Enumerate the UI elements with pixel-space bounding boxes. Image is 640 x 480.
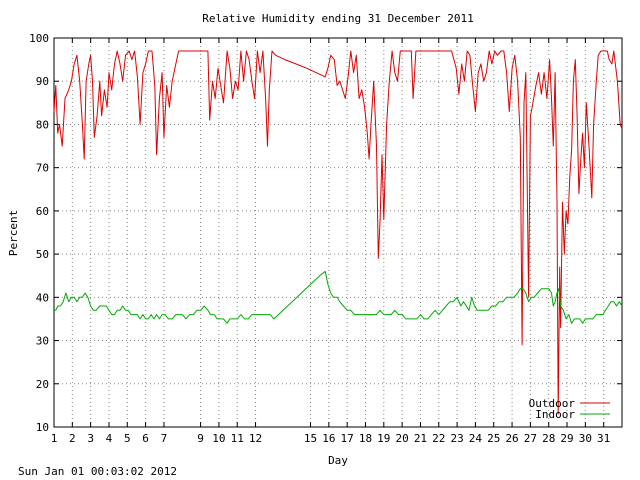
x-tick-label: 7 (161, 432, 168, 445)
x-tick-label: 4 (106, 432, 113, 445)
x-tick-label: 22 (432, 432, 445, 445)
x-tick-label: 6 (142, 432, 149, 445)
x-tick-label: 30 (579, 432, 592, 445)
y-axis-label: Percent (7, 210, 20, 256)
x-axis-label: Day (328, 454, 348, 467)
x-tick-label: 25 (487, 432, 500, 445)
footer-timestamp: Sun Jan 01 00:03:02 2012 (18, 465, 177, 478)
chart-title: Relative Humidity ending 31 December 201… (202, 12, 474, 25)
x-tick-label: 15 (304, 432, 317, 445)
legend-label-outdoor: Outdoor (529, 397, 576, 410)
y-tick-label: 100 (29, 32, 49, 45)
x-tick-label: 19 (377, 432, 390, 445)
series-line-outdoor (53, 50, 623, 415)
x-tick-label: 11 (231, 432, 244, 445)
x-tick-label: 27 (524, 432, 537, 445)
y-tick-label: 40 (36, 291, 49, 304)
x-tick-label: 31 (597, 432, 610, 445)
grid-layer (54, 38, 622, 427)
y-tick-label: 20 (36, 378, 49, 391)
y-tick-label: 10 (36, 421, 49, 434)
x-tick-label: 17 (341, 432, 354, 445)
x-tick-label: 2 (69, 432, 76, 445)
x-tick-label: 26 (505, 432, 518, 445)
legend: Outdoor Indoor (529, 397, 610, 421)
y-tick-label: 50 (36, 248, 49, 261)
x-tick-label: 18 (359, 432, 372, 445)
x-tick-label: 3 (87, 432, 94, 445)
y-tick-label: 70 (36, 162, 49, 175)
x-tick-label: 5 (124, 432, 131, 445)
y-tick-label: 30 (36, 335, 49, 348)
plot-frame (53, 37, 623, 428)
x-tick-label: 20 (396, 432, 409, 445)
x-tick-label: 23 (450, 432, 463, 445)
x-tick-label: 29 (560, 432, 573, 445)
y-tick-label: 60 (36, 205, 49, 218)
x-tick-label: 9 (197, 432, 204, 445)
x-tick-label: 16 (322, 432, 335, 445)
series-layer (53, 50, 623, 415)
x-tick-label: 21 (414, 432, 427, 445)
x-tick-label: 28 (542, 432, 555, 445)
y-tick-label: 80 (36, 118, 49, 131)
x-tick-label: 1 (51, 432, 58, 445)
x-tick-label: 10 (212, 432, 225, 445)
x-tick-label: 24 (469, 432, 483, 445)
x-tick-label: 12 (249, 432, 262, 445)
y-tick-label: 90 (36, 75, 49, 88)
legend-label-indoor: Indoor (535, 408, 575, 421)
series-line-indoor (54, 270, 623, 324)
